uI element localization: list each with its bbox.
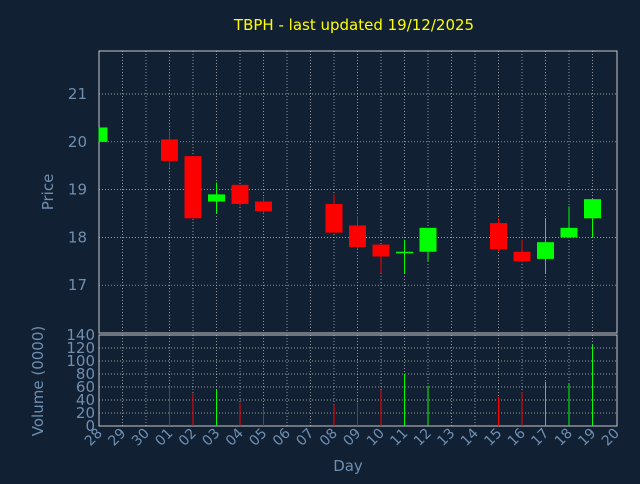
candle-body-down (231, 184, 249, 204)
volume-tick-label: 80 (76, 365, 95, 383)
candle-body-up (584, 199, 601, 219)
candle-body-down (490, 223, 507, 250)
candle-body-down (513, 251, 531, 262)
price-panel: 17 18 19 20 21 (68, 50, 618, 334)
candle-body-up (537, 242, 554, 259)
candle-body-up (208, 194, 225, 202)
candle-body-down (255, 201, 272, 212)
candle-body-up (396, 251, 413, 254)
price-tick-label: 18 (68, 228, 87, 246)
candle-body-up (99, 127, 108, 142)
candle-body-down (161, 139, 178, 161)
x-axis: 28 29 30 01 02 03 04 05 06 07 08 09 10 11 12 13 14 15 16 17… (82, 425, 623, 449)
volume-tick-label: 40 (76, 391, 95, 409)
candle-body-up (560, 227, 578, 238)
volume-tick-label: 140 (66, 326, 95, 344)
candle-body-down (184, 156, 202, 219)
volume-tick-label: 60 (76, 378, 95, 396)
price-tick-label: 21 (68, 85, 87, 103)
candle-body-up (419, 227, 437, 252)
price-plot-frame (98, 50, 618, 334)
volume-axis-label: Volume (0000) (29, 326, 47, 436)
price-tick-label: 17 (68, 276, 87, 294)
volume-tick-label: 100 (66, 352, 95, 370)
candle-body-down (372, 244, 390, 257)
x-axis-label: Day (333, 457, 363, 475)
candle-body-down (325, 203, 343, 233)
volume-tick-label: 0 (85, 417, 95, 435)
price-axis-label: Price (39, 174, 57, 211)
chart-title: TBPH - last updated 19/12/2025 (233, 16, 474, 34)
volume-tick-label: 120 (66, 339, 95, 357)
price-tick-label: 20 (68, 133, 87, 151)
volume-tick-label: 20 (76, 404, 95, 422)
price-tick-label: 19 (68, 181, 87, 199)
candle-body-down (349, 225, 366, 247)
